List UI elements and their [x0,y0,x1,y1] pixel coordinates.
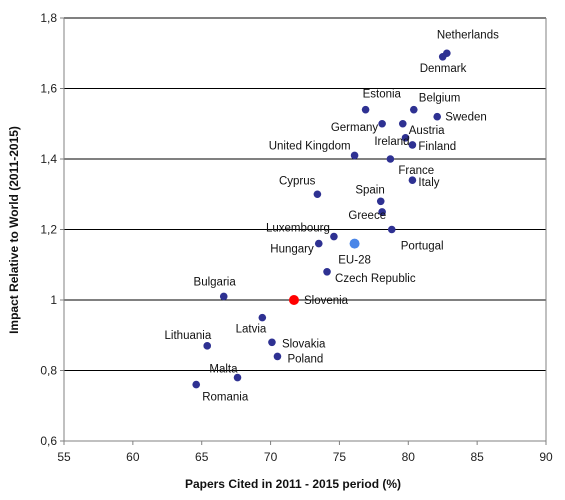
label-portugal: Portugal [401,241,444,253]
label-czech-republic: Czech Republic [335,273,416,285]
label-finland: Finland [418,141,456,153]
point-bulgaria [219,292,228,301]
point-portugal [387,225,396,234]
label-austria: Austria [409,125,445,137]
y-tick-label: 0,8 [40,364,57,378]
label-latvia: Latvia [236,324,267,336]
label-italy: Italy [418,177,439,189]
axes [60,17,547,445]
point-sweden [433,112,442,121]
label-estonia: Estonia [363,89,402,101]
label-sweden: Sweden [445,112,487,124]
point-greece [378,208,386,216]
point-latvia [258,313,267,322]
label-hungary: Hungary [270,244,314,256]
label-romania: Romania [202,392,249,404]
x-tick-labels: 55 60 65 70 75 80 85 90 [57,450,553,464]
point-labels: Netherlands Denmark Estonia Belgium Sweden Ge… [165,29,500,403]
point-italy [408,176,417,184]
point-estonia [361,105,370,114]
point-finland [408,141,417,149]
y-tick-label: 1,4 [40,152,57,166]
x-tick-label: 85 [470,450,484,464]
label-netherlands: Netherlands [437,29,499,41]
label-luxembourg: Luxembourg [266,223,330,235]
label-germany: Germany [331,122,379,134]
point-hungary [314,239,323,248]
gridlines [64,17,546,371]
label-greece: Greece [348,210,386,222]
y-tick-label: 0,6 [40,434,57,448]
x-tick-label: 60 [126,450,140,464]
x-tick-label: 75 [333,450,347,464]
point-germany [378,119,386,128]
label-denmark: Denmark [420,63,467,75]
x-tick-label: 65 [195,450,209,464]
point-austria [398,119,407,128]
point-united-kingdom [350,151,359,160]
point-slovenia [288,295,299,305]
point-poland [273,352,282,361]
point-belgium [409,105,418,114]
label-eu-28: EU-28 [338,255,371,267]
point-ireland [401,134,410,142]
x-tick-label: 90 [539,450,553,464]
label-belgium: Belgium [419,93,461,105]
label-malta: Malta [209,364,238,376]
y-axis-title: Impact Relative to World (2011-2015) [7,126,21,334]
point-czech-republic [323,268,331,276]
label-france: France [398,165,434,177]
label-cyprus: Cyprus [279,175,316,187]
x-tick-label: 70 [264,450,278,464]
x-tick-label: 80 [402,450,416,464]
y-tick-label: 1,2 [40,223,57,237]
x-tick-label: 55 [57,450,71,464]
label-united-kingdom: United Kingdom [269,140,351,152]
point-malta [233,373,242,382]
label-slovakia: Slovakia [282,338,326,350]
label-spain: Spain [355,184,384,196]
data-points [192,49,451,389]
label-lithuania: Lithuania [165,330,212,342]
label-ireland: Ireland [374,136,409,148]
point-luxembourg [330,232,338,241]
point-denmark [438,52,447,61]
point-romania [192,380,201,389]
point-france [386,155,395,163]
label-slovenia: Slovenia [304,295,349,307]
point-cyprus [313,190,322,199]
point-lithuania [203,342,212,350]
y-tick-label: 1,8 [40,11,57,25]
point-slovakia [268,338,276,347]
y-tick-label: 1 [50,293,57,307]
point-spain [376,197,385,206]
x-axis-title: Papers Cited in 2011 - 2015 period (%) [185,477,401,491]
label-bulgaria: Bulgaria [194,276,237,288]
label-poland: Poland [287,353,323,365]
y-tick-labels: 0,6 0,8 1 1,2 1,4 1,6 1,8 [40,11,57,448]
y-tick-label: 1,6 [40,82,57,96]
point-eu-28 [349,238,360,249]
